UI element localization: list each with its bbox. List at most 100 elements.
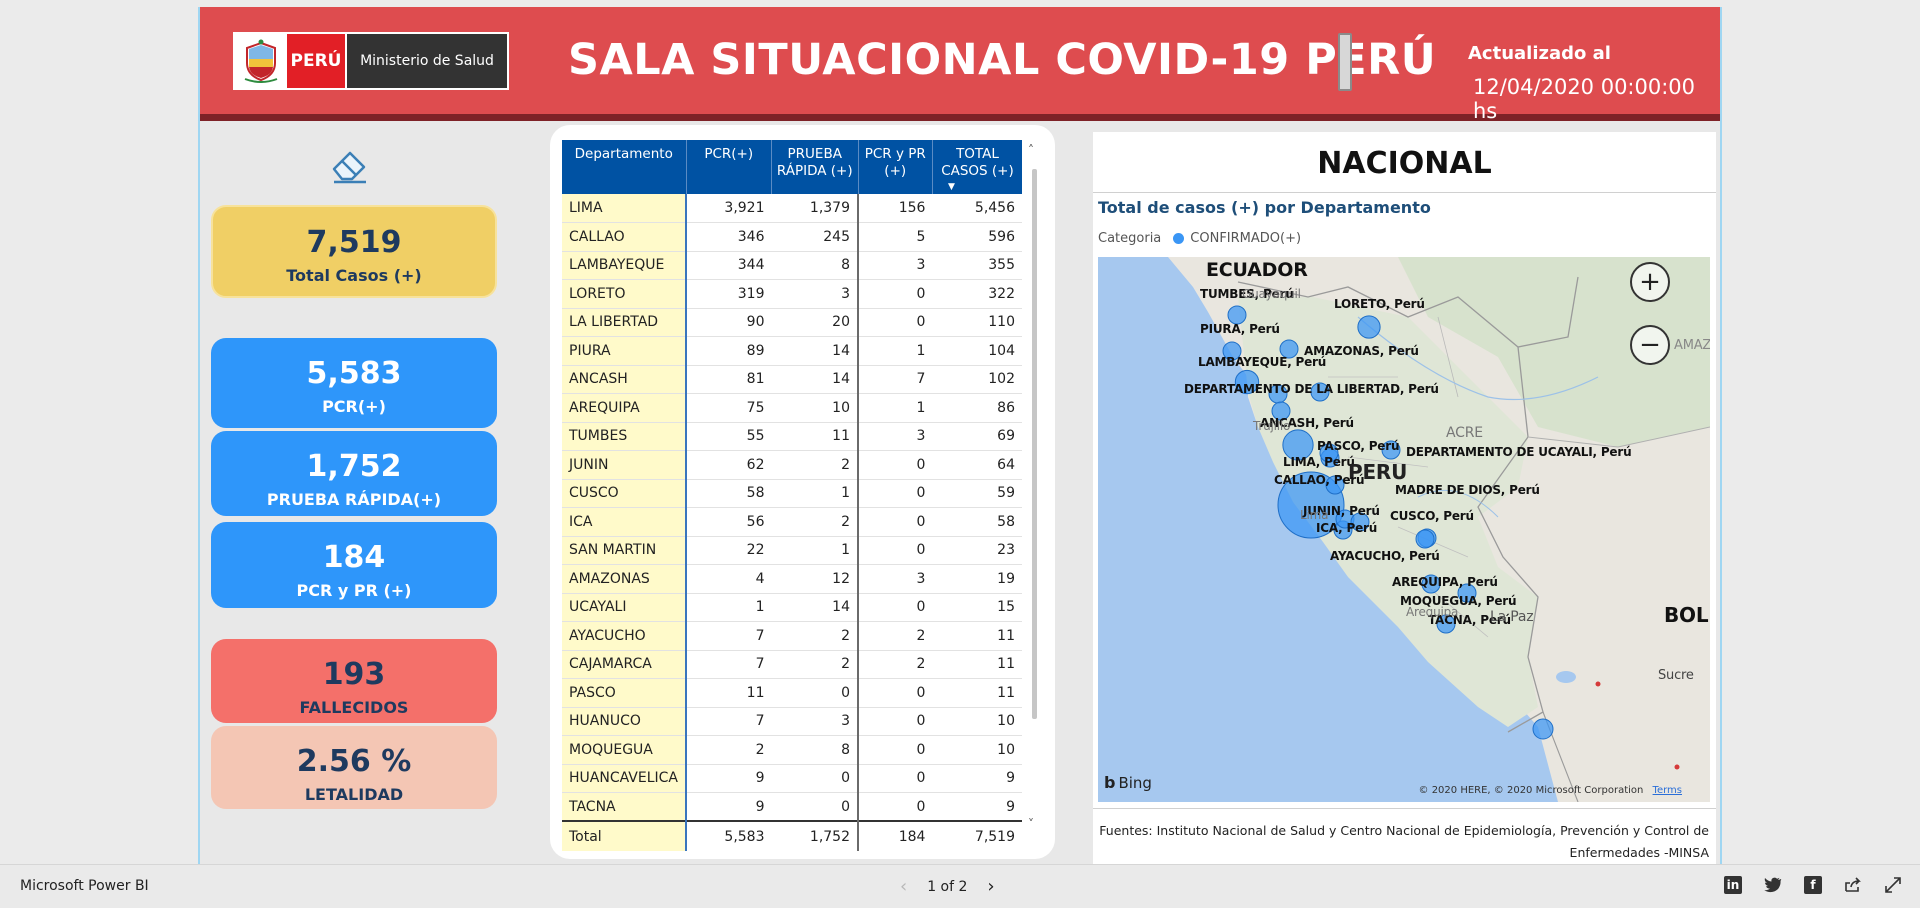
total-value: 5,583 (686, 820, 772, 851)
table-cell-value: 3 (858, 422, 933, 451)
table-cell-value: 3 (858, 564, 933, 594)
bubble-ancash[interactable] (1271, 401, 1291, 421)
kpi-label: FALLECIDOS (299, 698, 409, 717)
table-row[interactable]: HUANCAVELICA 9 0 0 9 (562, 764, 1022, 793)
map-label: LORETO, Perú (1334, 297, 1425, 311)
table-row[interactable]: PIURA 89 14 1 104 (562, 336, 1022, 366)
column-header-departamento[interactable]: Departamento (562, 140, 687, 194)
table-row[interactable]: AMAZONAS 4 12 3 19 (562, 564, 1022, 594)
kpi-card-total-cases[interactable]: 7,519 Total Casos (+) (211, 205, 497, 298)
table-row[interactable]: LORETO 319 3 0 322 (562, 279, 1022, 309)
table-row[interactable]: AREQUIPA 75 10 1 86 (562, 393, 1022, 423)
terms-link[interactable]: Terms (1652, 785, 1682, 796)
table-row[interactable]: TACNA 9 0 0 9 (562, 792, 1022, 822)
table-cell-value: 0 (858, 507, 933, 537)
bubble-junin[interactable] (1325, 475, 1345, 495)
table-scrollbar[interactable] (1032, 169, 1037, 719)
bubble-arequipa[interactable] (1421, 574, 1441, 594)
map-label: PASCO, Perú (1317, 439, 1400, 453)
table-row[interactable]: CUSCO 58 1 0 59 (562, 479, 1022, 508)
twitter-icon[interactable] (1764, 876, 1782, 894)
table-row[interactable]: CALLAO 346 245 5 596 (562, 222, 1022, 252)
linkedin-icon[interactable]: in (1724, 876, 1742, 894)
bubble-callao[interactable] (1282, 429, 1314, 461)
table-cell-value: 355 (932, 251, 1022, 280)
table-cell-value: 0 (771, 764, 859, 793)
column-header-total-casos[interactable]: TOTAL CASOS (+) ▼ (932, 140, 1022, 194)
scroll-down-arrow-icon[interactable]: ˅ (1028, 817, 1034, 831)
table-row[interactable]: TUMBES 55 11 3 69 (562, 422, 1022, 451)
table-cell-value: 319 (686, 279, 772, 309)
bubble-tacna-south[interactable] (1532, 718, 1554, 740)
table-row[interactable]: SAN MARTIN 22 1 0 23 (562, 536, 1022, 565)
table-row[interactable]: UCAYALI 1 14 0 15 (562, 593, 1022, 622)
sort-desc-icon: ▼ (948, 182, 955, 192)
bubble-moquegua[interactable] (1457, 583, 1477, 603)
table-cell-departamento: CUSCO (562, 479, 687, 508)
fullscreen-icon[interactable] (1884, 876, 1902, 894)
column-header-prueba-rapida[interactable]: PRUEBA RÁPIDA (+) (771, 140, 859, 194)
bubble-piura[interactable] (1222, 341, 1242, 361)
table-row[interactable]: CAJAMARCA 7 2 2 11 (562, 650, 1022, 679)
table-row[interactable]: LIMA 3,921 1,379 156 5,456 (562, 194, 1022, 223)
sources-note: Fuentes: Instituto Nacional de Salud y C… (1099, 823, 1709, 860)
map-label: CUSCO, Perú (1390, 509, 1474, 523)
bubble-map[interactable]: ECUADOR TUMBES, Perú PIURA, Perú LAMBAYEQUE… (1098, 257, 1710, 802)
map-label: La Paz (1490, 609, 1534, 625)
map-label: LAMBAYEQUE, Perú (1198, 355, 1327, 369)
next-page-icon[interactable]: › (987, 876, 995, 897)
column-header-pcr[interactable]: PCR(+) (686, 140, 772, 194)
table-row[interactable]: HUANUCO 7 3 0 10 (562, 707, 1022, 736)
map-label: MADRE DE DIOS, Perú (1395, 483, 1540, 497)
table-row[interactable]: JUNIN 62 2 0 64 (562, 450, 1022, 480)
previous-page-icon[interactable]: ‹ (900, 876, 908, 897)
scroll-up-arrow-icon[interactable]: ˄ (1028, 143, 1034, 157)
bubble-ayacucho[interactable] (1415, 529, 1435, 549)
table-row[interactable]: PASCO 11 0 0 11 (562, 678, 1022, 708)
bubble-lambayeque[interactable] (1234, 369, 1260, 395)
bubble-huancavelica[interactable] (1350, 512, 1370, 532)
table-cell-value: 7 (858, 365, 933, 394)
kpi-card-lethality[interactable]: 2.56 % LETALIDAD (211, 726, 497, 809)
zoom-in-button[interactable]: + (1630, 262, 1670, 302)
bubble-huanuco[interactable] (1319, 443, 1339, 463)
kpi-value: 2.56 % (296, 744, 412, 779)
table-row[interactable]: AYACUCHO 7 2 2 11 (562, 621, 1022, 651)
table-row[interactable]: ICA 56 2 0 58 (562, 507, 1022, 537)
bubble-ucayali[interactable] (1381, 440, 1401, 460)
kpi-card-deaths[interactable]: 193 FALLECIDOS (211, 639, 497, 723)
kpi-card-pcr-and-pr[interactable]: 184 PCR y PR (+) (211, 522, 497, 608)
eraser-icon[interactable] (328, 142, 372, 186)
kpi-card-rapid-test[interactable]: 1,752 PRUEBA RÁPIDA(+) (211, 431, 497, 516)
bubble-amazonas[interactable] (1279, 339, 1299, 359)
kpi-label: Total Casos (+) (286, 266, 422, 285)
column-header-pcr-y-pr[interactable]: PCR y PR (+) (858, 140, 933, 194)
bubble-tumbes[interactable] (1227, 305, 1247, 325)
map-label: AYACUCHO, Perú (1330, 549, 1440, 563)
table-row[interactable]: LAMBAYEQUE 344 8 3 355 (562, 251, 1022, 280)
table-cell-value: 9 (686, 764, 772, 793)
kpi-card-pcr[interactable]: 5,583 PCR(+) (211, 338, 497, 428)
table-cell-value: 19 (932, 564, 1022, 594)
bubble-loreto[interactable] (1357, 315, 1381, 339)
table-cell-value: 0 (858, 735, 933, 765)
legend-item[interactable]: CONFIRMADO(+) (1190, 231, 1302, 246)
facebook-icon[interactable]: f (1804, 876, 1822, 894)
map-label: PERU (1348, 460, 1408, 484)
table-cell-value: 90 (686, 308, 772, 337)
zoom-out-button[interactable]: − (1630, 325, 1670, 365)
updated-label: Actualizado al (1468, 43, 1611, 64)
table-row[interactable]: LA LIBERTAD 90 20 0 110 (562, 308, 1022, 337)
text-cursor-handle[interactable] (1338, 33, 1352, 91)
table-cell-value: 2 (771, 507, 859, 537)
table-header-row: Departamento PCR(+) PRUEBA RÁPIDA (+) PC… (562, 140, 1022, 194)
bubble-cajamarca[interactable] (1310, 382, 1330, 402)
bubble-tacna[interactable] (1436, 614, 1456, 634)
share-icon[interactable] (1844, 876, 1862, 894)
table-cell-value: 58 (686, 479, 772, 508)
kpi-label: PCR y PR (+) (296, 581, 412, 600)
table-row[interactable]: MOQUEGUA 2 8 0 10 (562, 735, 1022, 765)
table-cell-value: 55 (686, 422, 772, 451)
table-row[interactable]: ANCASH 81 14 7 102 (562, 365, 1022, 394)
powerbi-brand-link[interactable]: Microsoft Power BI (20, 878, 149, 894)
